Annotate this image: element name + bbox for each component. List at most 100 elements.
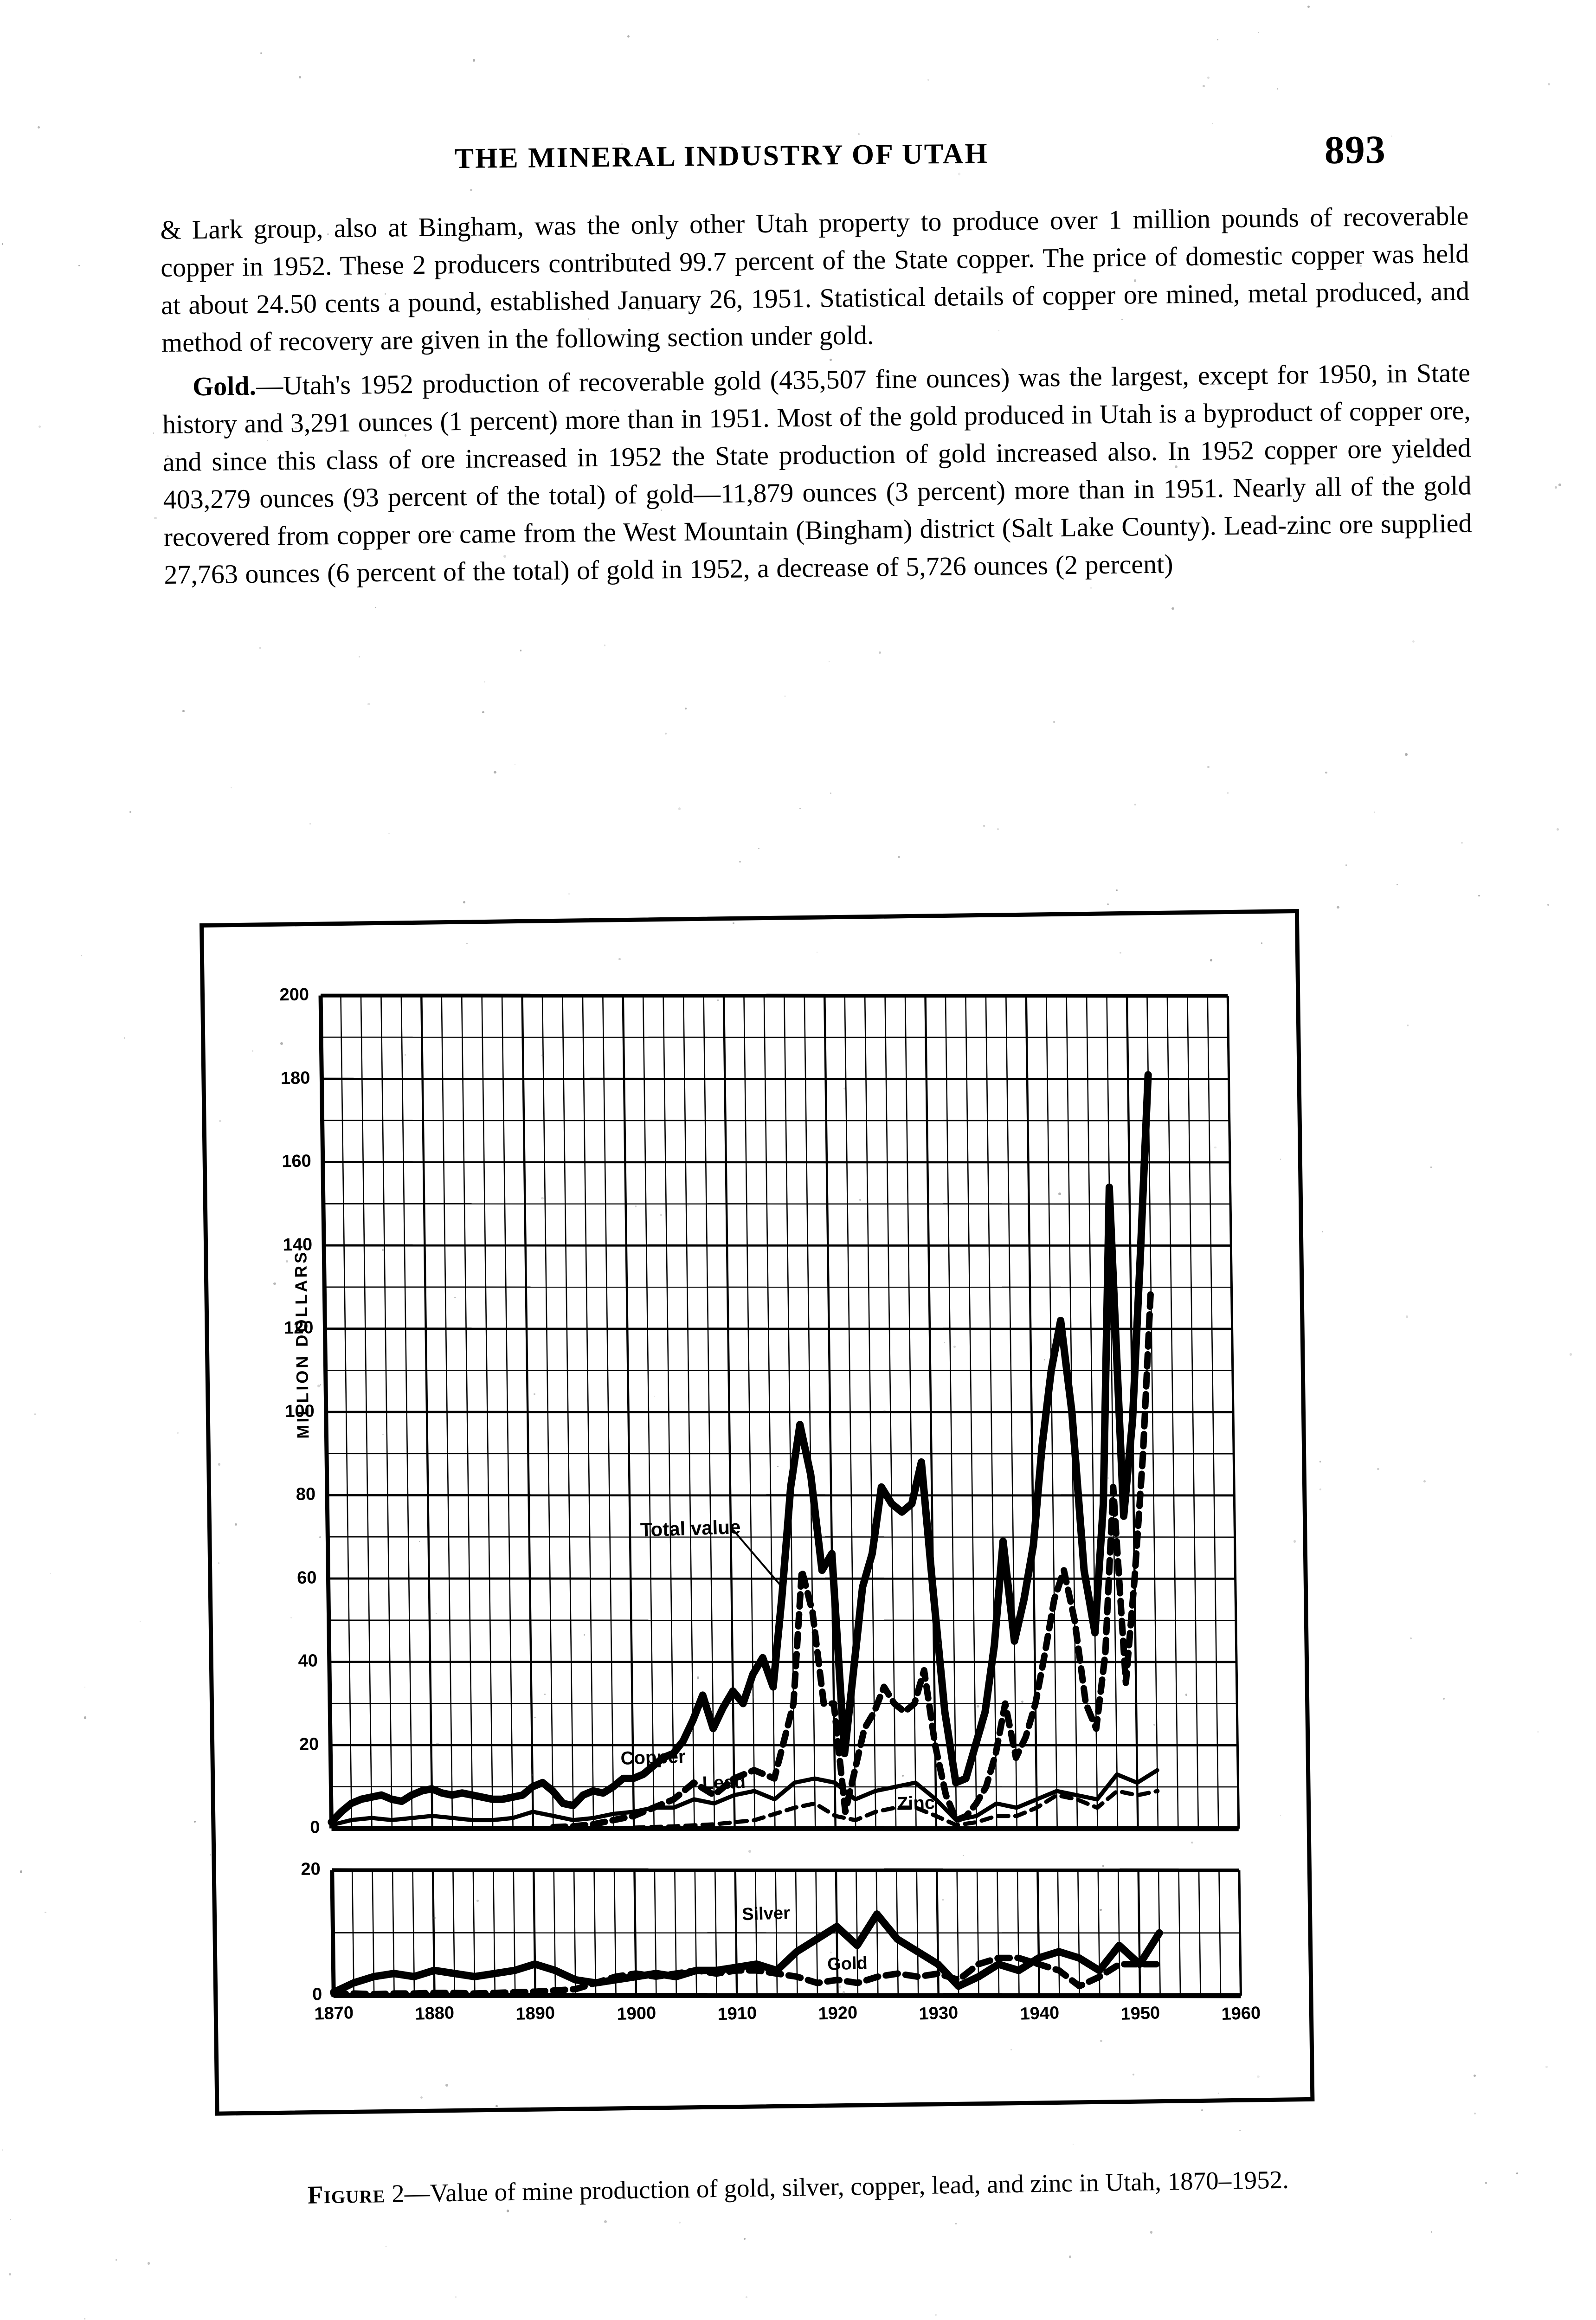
paragraph-copper: & Lark group, also at Bingham, was the o…: [160, 197, 1470, 361]
scan-speck: [1325, 771, 1327, 774]
scan-speck: [177, 1432, 179, 1434]
scan-speck: [621, 143, 623, 146]
x-axis-tick-1900: 1900: [616, 2003, 656, 2024]
y-axis-tick-180: 180: [280, 1068, 310, 1088]
paragraph-copper-text: & Lark group, also at Bingham, was the o…: [160, 200, 1470, 358]
scan-speck: [384, 293, 386, 295]
scan-speck: [1322, 1231, 1324, 1232]
scan-speck: [984, 1727, 986, 1729]
scan-speck: [777, 1466, 779, 1467]
scan-speck: [1407, 1025, 1409, 1026]
scan-speck: [568, 893, 570, 895]
scan-speck: [1423, 1480, 1426, 1483]
scan-speck: [1280, 1815, 1281, 1817]
series-total-value: [328, 1071, 1152, 1826]
scan-speck: [830, 359, 832, 361]
y-axis-tick-20: 20: [299, 1734, 319, 1754]
scan-speck: [627, 35, 630, 38]
scan-speck: [1547, 903, 1549, 906]
y-axis-tick-120: 120: [283, 1318, 314, 1338]
scan-speck: [678, 807, 681, 810]
scan-speck: [194, 1821, 196, 1823]
scan-speck: [828, 661, 830, 663]
series-label-lead: Lead: [702, 1771, 746, 1793]
scan-speck: [1557, 828, 1559, 831]
scan-speck: [382, 1433, 384, 1435]
scan-speck: [1210, 959, 1212, 961]
series-gold: [330, 1954, 1163, 1998]
scan-speck: [1280, 1159, 1281, 1160]
scan-speck: [955, 2223, 957, 2224]
scan-speck: [375, 606, 377, 608]
scan-speck: [210, 1854, 212, 1856]
paragraph-gold: Gold.—Utah's 1952 production of recovera…: [162, 354, 1473, 593]
scan-speck: [45, 1911, 46, 1914]
scan-speck: [1115, 889, 1118, 891]
scan-speck: [942, 1899, 944, 1901]
scan-speck: [799, 807, 801, 809]
scan-speck: [830, 793, 832, 794]
y-axis-tick-40: 40: [298, 1651, 318, 1671]
scan-speck: [177, 312, 180, 316]
scan-speck: [78, 265, 80, 267]
scan-speck: [1345, 864, 1347, 866]
scan-speck: [1307, 5, 1310, 8]
y-axis-tick-100: 100: [285, 1401, 315, 1421]
scan-speck: [879, 651, 882, 654]
scan-speck: [506, 2209, 509, 2212]
x-axis-tick-1890: 1890: [515, 2003, 556, 2024]
page-number: 893: [1324, 127, 1386, 173]
scan-speck: [544, 1693, 546, 1695]
scan-speck: [1379, 410, 1382, 413]
scan-speck: [583, 1634, 585, 1636]
scan-speck: [744, 2237, 746, 2240]
scan-speck: [317, 1385, 320, 1388]
scan-speck: [1010, 2049, 1012, 2050]
scan-speck: [452, 531, 454, 533]
scan-speck: [541, 1197, 544, 1200]
scan-speck: [958, 173, 961, 175]
scan-speck: [436, 1613, 437, 1614]
scan-speck: [745, 2296, 748, 2299]
scan-speck: [1410, 1637, 1412, 1639]
y-axis-tick-80: 80: [296, 1484, 316, 1504]
scan-speck: [953, 1345, 956, 1348]
scan-speck: [84, 1686, 86, 1688]
scan-speck: [999, 1738, 1000, 1740]
scan-speck: [1485, 2182, 1487, 2184]
x-axis-tick-1880: 1880: [415, 2003, 455, 2024]
scan-speck: [1555, 486, 1557, 489]
scan-speck: [483, 681, 485, 683]
scan-speck: [116, 2259, 117, 2261]
scan-speck: [267, 439, 268, 441]
scan-speck: [660, 509, 662, 511]
scan-speck: [1058, 532, 1061, 535]
scan-speck: [1106, 1476, 1109, 1480]
scan-speck: [983, 825, 985, 827]
scan-speck: [182, 710, 185, 713]
gold-runin-heading: Gold.: [192, 370, 257, 402]
scan-speck: [520, 650, 522, 651]
x-axis-tick-1960: 1960: [1221, 2003, 1261, 2024]
scan-speck: [927, 79, 929, 81]
scan-speck: [154, 516, 157, 520]
scan-speck: [1359, 264, 1362, 267]
scan-speck: [84, 1716, 87, 1719]
x-axis-tick-1920: 1920: [818, 2003, 858, 2024]
scan-speck: [1, 243, 3, 245]
scan-speck: [1443, 1698, 1445, 1700]
scan-speck: [859, 1199, 861, 1201]
scan-speck: [534, 1716, 536, 1719]
scan-speck: [251, 1050, 254, 1052]
series-label-silver: Silver: [741, 1903, 791, 1925]
scan-speck: [1391, 135, 1393, 137]
y-axis-tick-60: 60: [296, 1567, 317, 1588]
scan-speck: [167, 455, 169, 458]
scan-speck: [1100, 2039, 1103, 2042]
running-head: THE MINERAL INDUSTRY OF UTAH 893: [0, 127, 1596, 202]
scan-speck: [963, 1855, 964, 1856]
figure-caption-text: 2—Value of mine production of gold, silv…: [385, 2165, 1289, 2208]
y-axis-tick-140: 140: [283, 1234, 313, 1255]
y-axis-lower-tick-0: 0: [312, 1985, 322, 2004]
scan-speck: [678, 2222, 681, 2224]
